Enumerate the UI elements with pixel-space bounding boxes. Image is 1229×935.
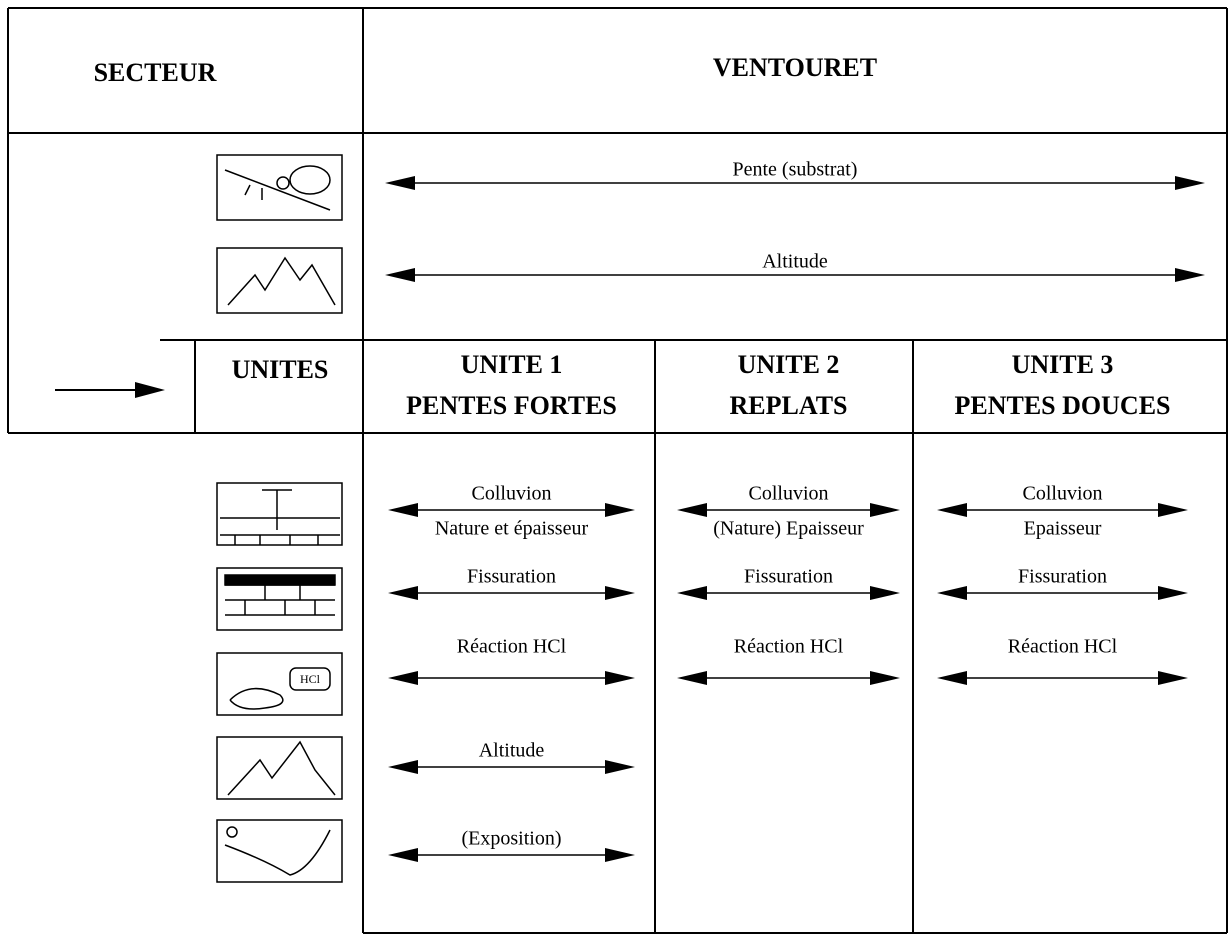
arrow-head [1158, 586, 1188, 600]
unit-subtitle: REPLATS [730, 391, 848, 420]
criterion-label: Réaction HCl [457, 636, 567, 658]
criterion-label: Fissuration [1018, 566, 1107, 588]
criterion-detail: Epaisseur [1024, 518, 1102, 540]
sector-header: SECTEUR [94, 58, 217, 87]
arrow-head [1175, 268, 1205, 282]
criterion-detail: Nature et épaisseur [435, 518, 589, 540]
site-header: VENTOURET [713, 53, 877, 82]
criterion-label: Colluvion [1022, 483, 1102, 505]
arrow-head [1158, 671, 1188, 685]
criterion-label: Réaction HCl [1008, 636, 1118, 658]
arrow-head [605, 503, 635, 517]
arrow-head [388, 848, 418, 862]
icons: HCl [216, 154, 343, 883]
arrow-head [605, 760, 635, 774]
arrow-head [677, 503, 707, 517]
arrow-head [605, 586, 635, 600]
criterion-label: Colluvion [748, 483, 828, 505]
criterion-label: (Exposition) [462, 828, 562, 850]
unit-subtitle: PENTES FORTES [406, 391, 617, 420]
criterion-label: Fissuration [744, 566, 833, 588]
arrow-head [385, 268, 415, 282]
criterion-label: Altitude [762, 251, 828, 273]
arrow-head [388, 586, 418, 600]
arrow-head [870, 671, 900, 685]
arrow-head [385, 176, 415, 190]
criterion-label: Colluvion [471, 483, 551, 505]
svg-text:HCl: HCl [300, 672, 321, 686]
arrow-head [388, 760, 418, 774]
arrow-head [1175, 176, 1205, 190]
unit-title: UNITE 3 [1012, 350, 1114, 379]
arrow-head [605, 671, 635, 685]
arrow-head [937, 586, 967, 600]
arrow-head [870, 503, 900, 517]
criterion-label: Fissuration [467, 566, 556, 588]
criterion-label: Pente (substrat) [733, 159, 858, 181]
arrow-head [677, 586, 707, 600]
arrow-head [870, 586, 900, 600]
criterion-label: Réaction HCl [734, 636, 844, 658]
criterion-label: Altitude [479, 740, 545, 762]
arrow-head [1158, 503, 1188, 517]
criterion-detail: (Nature) Epaisseur [713, 518, 864, 540]
unit-title: UNITE 1 [461, 350, 563, 379]
table-borders [7, 7, 1228, 934]
arrow-head [388, 503, 418, 517]
arrow-head [937, 671, 967, 685]
arrow-head [677, 671, 707, 685]
arrow-head [605, 848, 635, 862]
arrow-head [937, 503, 967, 517]
unit-title: UNITE 2 [738, 350, 840, 379]
arrow-head [388, 671, 418, 685]
unit-subtitle: PENTES DOUCES [955, 391, 1171, 420]
units-label: UNITES [232, 355, 329, 384]
